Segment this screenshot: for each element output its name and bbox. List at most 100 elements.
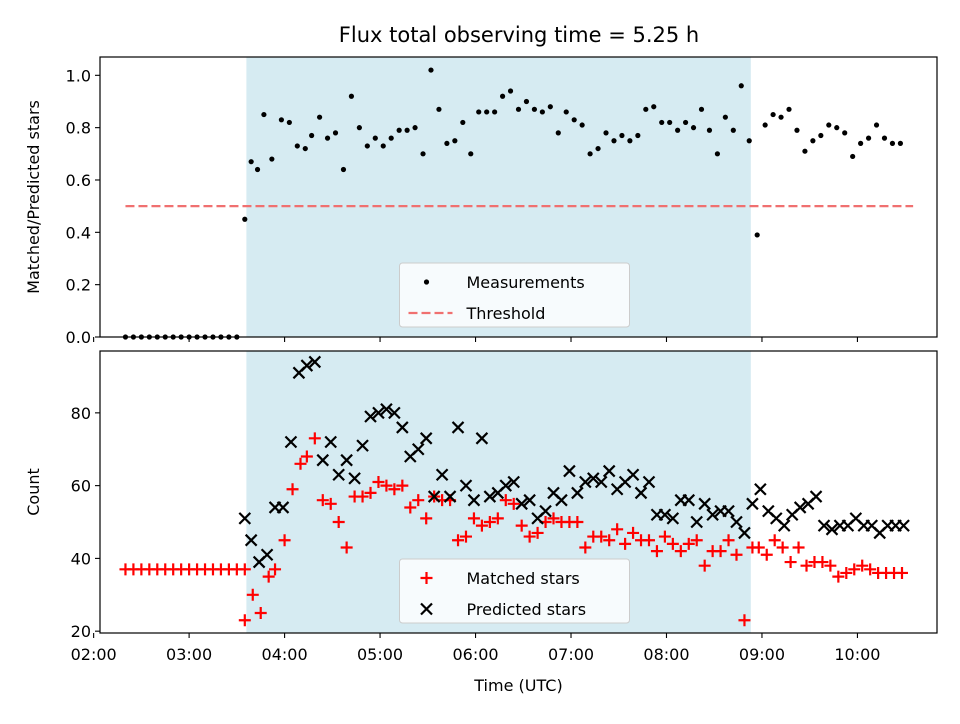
measurement-point (484, 109, 490, 115)
measurement-point (571, 117, 577, 123)
legend-box (399, 558, 630, 624)
measurement-point (698, 106, 705, 112)
matched-star-point (864, 563, 877, 576)
measurement-point (858, 140, 864, 146)
predicted-star-point (579, 475, 592, 489)
measurement-point (579, 122, 585, 128)
measurement-point (778, 114, 784, 120)
matched-star-point (332, 516, 345, 529)
matched-star-point (603, 534, 616, 547)
matched-star-point (658, 530, 671, 543)
matched-star-point (547, 512, 560, 525)
matched-star-point (515, 519, 528, 532)
measurement-point (523, 98, 530, 105)
matched-star-point (832, 570, 845, 583)
measurement-point (850, 153, 856, 160)
measurement-point (746, 138, 752, 144)
matched-star-point (642, 534, 655, 547)
measurement-point (444, 140, 450, 146)
predicted-star-point (817, 519, 831, 532)
measurement-point (261, 111, 267, 118)
matched-star-point (404, 501, 417, 514)
measurement-point (762, 122, 768, 128)
matched-star-point (840, 566, 853, 579)
measurement-point (794, 127, 800, 133)
predicted-star-point (571, 486, 584, 500)
measurement-point (436, 106, 442, 112)
legend-matched-marker (420, 572, 433, 584)
measurement-point (635, 132, 641, 139)
y-tick-label: 40 (71, 549, 91, 568)
matched-star-point (627, 526, 640, 539)
measurement-point (492, 109, 498, 115)
measurement-point (889, 140, 896, 146)
matched-star-point (507, 497, 520, 510)
matched-star-point (579, 541, 592, 554)
matched-star-point (730, 548, 743, 561)
measurement-point (340, 166, 347, 173)
y-tick-label: 60 (71, 477, 91, 496)
x-tick-label: 06:00 (452, 645, 498, 664)
measurement-point (468, 151, 474, 157)
legend-label: Matched stars (467, 569, 580, 588)
matched-star-point (792, 541, 805, 554)
predicted-star-point (300, 359, 314, 372)
predicted-star-point (809, 490, 823, 503)
predicted-star-point (642, 475, 656, 489)
y-tick-label: 1.0 (66, 66, 91, 85)
predicted-star-point (419, 432, 433, 445)
predicted-star-point (475, 432, 489, 445)
predicted-star-point (682, 493, 696, 507)
measurement-point (420, 151, 426, 157)
matched-star-point (619, 537, 632, 550)
predicted-star-point (499, 479, 513, 492)
predicted-star-point (443, 490, 457, 503)
y-tick-label: 80 (71, 404, 91, 423)
matched-star-point (475, 519, 488, 532)
matched-star-point (760, 548, 773, 561)
matched-star-point (776, 541, 789, 554)
matched-star-point (714, 545, 727, 558)
matched-star-point (278, 534, 291, 547)
predicted-star-point (594, 475, 608, 489)
measurement-point (531, 106, 538, 112)
x-tick-label: 05:00 (357, 645, 403, 664)
x-tick-label: 10:00 (834, 645, 880, 664)
matched-star-point (722, 534, 735, 547)
measurement-point (547, 104, 553, 110)
matched-star-point (254, 606, 267, 619)
measurement-point (254, 166, 261, 173)
predicted-star-point (348, 472, 361, 485)
matched-star-point (738, 614, 751, 627)
predicted-star-point (284, 435, 298, 449)
axes-frame (99, 350, 938, 634)
measurement-point (603, 130, 609, 136)
matched-star-point (269, 563, 282, 576)
matched-star-point (499, 494, 512, 507)
predicted-star-point (897, 519, 910, 532)
matched-star-point (856, 559, 869, 572)
x-tick-label: 08:00 (643, 645, 689, 664)
measurement-point (356, 125, 362, 131)
matched-star-point (380, 479, 393, 492)
predicted-star-point (690, 515, 703, 529)
matched-star-point (666, 537, 679, 550)
predicted-star-point (435, 468, 449, 481)
predicted-star-point (483, 490, 497, 503)
predicted-star-point (634, 486, 648, 500)
predicted-star-point (388, 406, 401, 420)
measurement-point (348, 93, 355, 99)
measurement-point (897, 140, 904, 146)
predicted-star-point (698, 497, 711, 511)
matched-star-point (690, 534, 703, 547)
measurement-point (754, 232, 760, 238)
measurement-point (865, 135, 872, 141)
measurement-point (810, 138, 816, 144)
measurement-point (667, 119, 673, 126)
predicted-star-point (563, 464, 576, 478)
predicted-star-point (746, 497, 759, 511)
matched-star-point (372, 475, 385, 488)
matched-star-point (356, 490, 369, 503)
matched-star-point (238, 614, 251, 627)
